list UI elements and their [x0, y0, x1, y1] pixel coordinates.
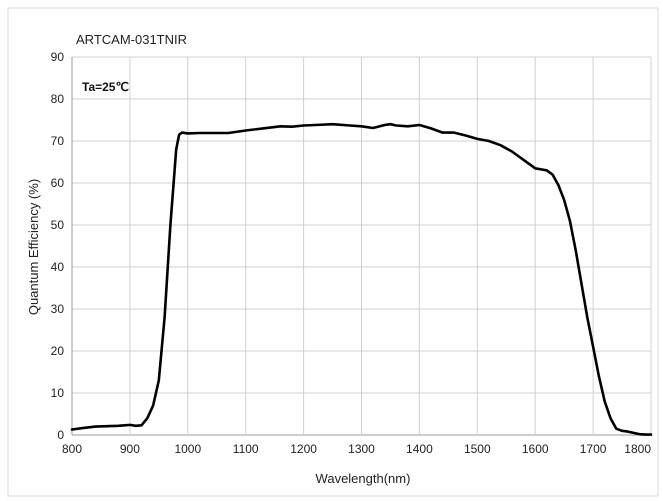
y-tick-label: 80 [51, 92, 65, 106]
x-tick-label: 1100 [233, 442, 259, 456]
y-tick-labels: 0 10 20 30 40 50 60 70 80 90 [51, 50, 65, 442]
y-tick-label: 20 [51, 344, 65, 358]
x-tick-label: 1000 [174, 442, 201, 456]
y-tick-label: 40 [51, 260, 65, 274]
y-tick-label: 90 [51, 50, 65, 64]
y-tick-label: 50 [51, 218, 65, 232]
y-axis-label: Quantum Efficiency (%) [26, 179, 41, 315]
y-tick-label: 0 [57, 428, 64, 442]
x-tick-label: 1200 [290, 442, 317, 456]
x-tick-labels: 800 900 1000 1100 1200 1300 1400 1500 1600 1700 18… [62, 442, 651, 456]
x-tick-label: 900 [120, 442, 140, 456]
x-tick-label: 1700 [580, 442, 607, 456]
x-tick-label: 1500 [464, 442, 491, 456]
x-tick-label: 1600 [522, 442, 549, 456]
x-axis-label: Wavelength(nm) [316, 471, 411, 486]
y-tick-label: 10 [51, 386, 65, 400]
chart-frame [7, 7, 659, 497]
qe-series-line [70, 122, 653, 436]
x-tick-label: 1400 [406, 442, 433, 456]
x-tick-label: 1800 [624, 442, 651, 456]
grid-lines [71, 56, 652, 436]
y-tick-label: 70 [51, 134, 65, 148]
chart-title: ARTCAM-031TNIR [76, 32, 187, 47]
y-tick-label: 30 [51, 302, 65, 316]
temperature-annotation: Ta=25℃ [82, 80, 129, 94]
x-tick-label: 1300 [348, 442, 375, 456]
x-tick-label: 800 [62, 442, 82, 456]
y-tick-label: 60 [51, 176, 65, 190]
